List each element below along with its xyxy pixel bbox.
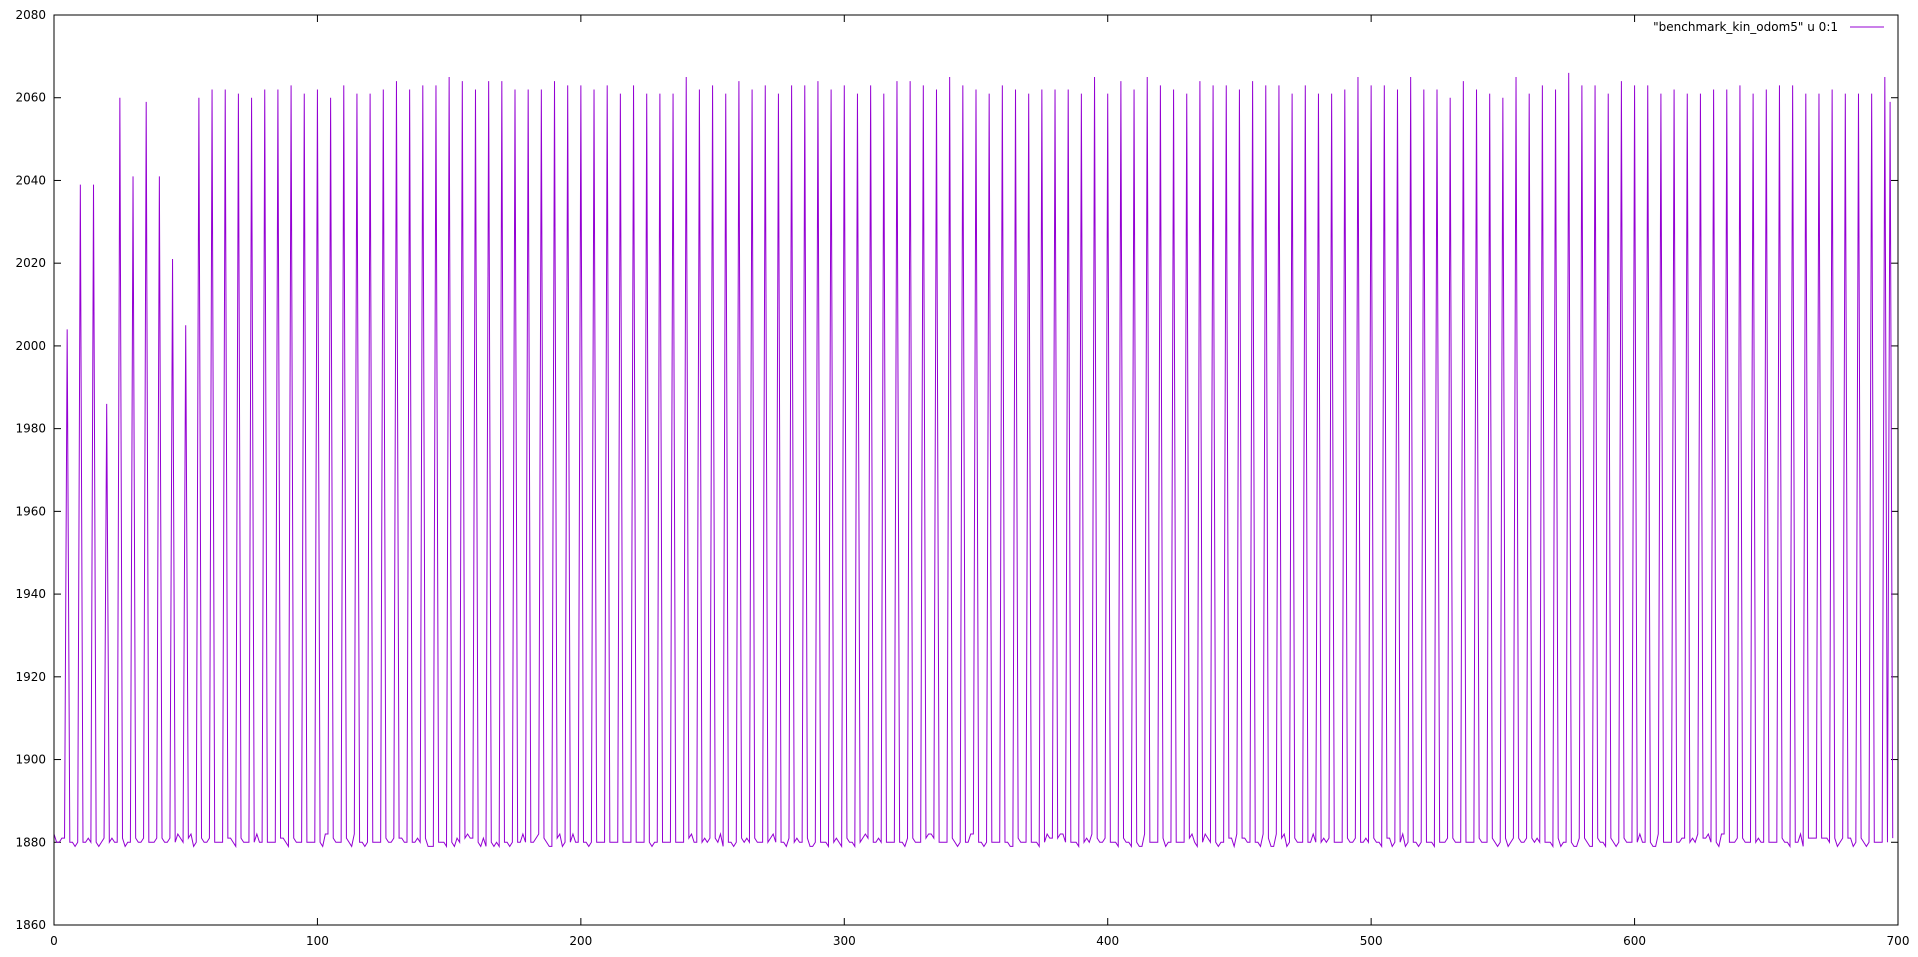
y-tick-label: 1900 bbox=[15, 753, 46, 767]
x-tick-label: 600 bbox=[1623, 934, 1646, 948]
y-tick-label: 2080 bbox=[15, 8, 46, 22]
y-tick-label: 2060 bbox=[15, 91, 46, 105]
y-tick-label: 2020 bbox=[15, 256, 46, 270]
x-tick-label: 100 bbox=[306, 934, 329, 948]
y-tick-label: 1920 bbox=[15, 670, 46, 684]
y-tick-label: 2040 bbox=[15, 173, 46, 187]
x-tick-label: 0 bbox=[50, 934, 58, 948]
axis-tick-labels: 0 100 200 300 400 500 600 700 1860 1880 1900 1920 19… bbox=[15, 8, 1909, 948]
plot-frame bbox=[53, 14, 1899, 926]
x-tick-label: 200 bbox=[569, 934, 592, 948]
series-line bbox=[53, 72, 1894, 849]
y-tick-label: 1980 bbox=[15, 422, 46, 436]
x-tick-label: 300 bbox=[833, 934, 856, 948]
y-tick-label: 1940 bbox=[15, 587, 46, 601]
series-layer bbox=[53, 72, 1894, 849]
y-tick-label: 2000 bbox=[15, 339, 46, 353]
legend-label: "benchmark_kin_odom5" u 0:1 bbox=[1653, 20, 1838, 34]
y-tick-label: 1880 bbox=[15, 835, 46, 849]
x-tick-label: 400 bbox=[1096, 934, 1119, 948]
x-tick-label: 700 bbox=[1887, 934, 1910, 948]
legend: "benchmark_kin_odom5" u 0:1 bbox=[1653, 20, 1884, 34]
y-tick-label: 1960 bbox=[15, 504, 46, 518]
x-tick-label: 500 bbox=[1360, 934, 1383, 948]
y-tick-label: 1860 bbox=[15, 918, 46, 932]
